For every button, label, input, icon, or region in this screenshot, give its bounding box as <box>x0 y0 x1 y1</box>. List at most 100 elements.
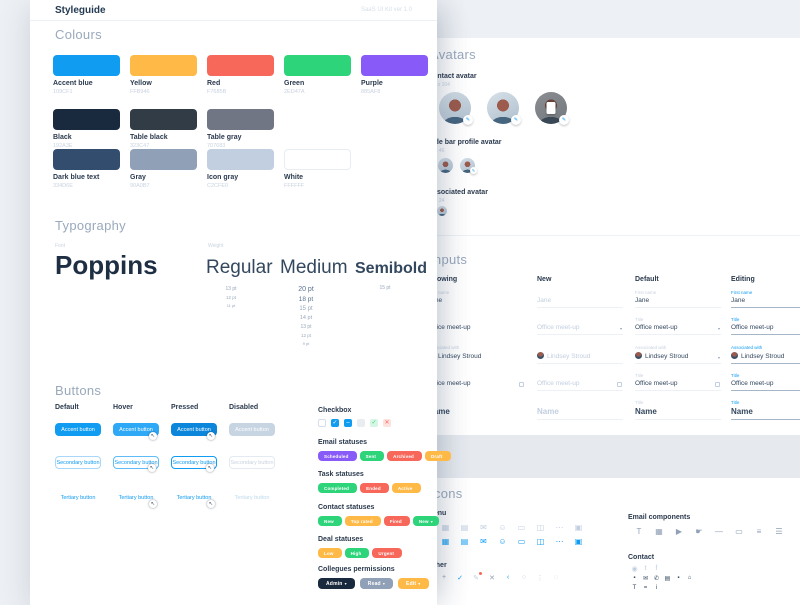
contact-icon[interactable]: ⌂ <box>687 575 692 581</box>
menu-icon[interactable]: ☺ <box>498 537 507 546</box>
menu-icon[interactable]: ◫ <box>536 537 545 546</box>
status-badge[interactable]: Archived <box>387 451 422 461</box>
other-icon[interactable]: + <box>441 574 447 581</box>
menu-icon[interactable]: ▤ <box>460 537 469 546</box>
email-component-icon[interactable]: — <box>715 527 723 536</box>
menu-icon[interactable]: ▦ <box>441 523 450 532</box>
status-badge[interactable]: New <box>318 516 342 526</box>
social-icon[interactable]: ◉ <box>631 566 638 573</box>
menu-icon[interactable]: ▭ <box>517 523 526 532</box>
checkbox[interactable] <box>357 419 365 427</box>
edit-avatar-icon[interactable] <box>470 167 477 174</box>
contact-avatar[interactable] <box>487 92 521 125</box>
contact-icon[interactable]: ✉ <box>642 576 649 582</box>
status-badge[interactable]: Draft <box>424 451 451 461</box>
other-icon[interactable]: ◌ <box>553 574 559 581</box>
checkbox[interactable]: – <box>344 419 352 427</box>
email-component-icon[interactable]: ☛ <box>695 527 703 536</box>
chevron-down-icon[interactable] <box>718 326 720 331</box>
contact-icon[interactable]: i <box>655 585 658 591</box>
social-icon[interactable]: f <box>655 565 658 572</box>
status-badge[interactable]: Sent <box>359 451 385 461</box>
contact-icon[interactable]: ✆ <box>653 576 660 582</box>
menu-icon[interactable]: ✉ <box>480 523 487 532</box>
status-badge[interactable]: Low <box>318 548 342 558</box>
accent-button-hover[interactable]: Accent button <box>113 423 159 440</box>
calendar-icon[interactable] <box>519 382 524 387</box>
contact-icon[interactable]: = <box>643 585 648 591</box>
chevron-down-icon[interactable] <box>620 326 622 331</box>
edit-avatar-icon[interactable] <box>559 115 569 125</box>
social-icon[interactable]: t <box>644 565 647 572</box>
email-component-icon[interactable]: ▭ <box>735 527 743 536</box>
status-badge[interactable]: Top rated <box>344 516 381 526</box>
contact-avatar[interactable] <box>439 92 473 125</box>
other-icon[interactable]: ✎ <box>468 572 484 582</box>
other-icon[interactable]: ○ <box>521 574 527 581</box>
other-icon[interactable]: ‹ <box>506 574 510 581</box>
secondary-button-hover[interactable]: Secondary button <box>113 456 159 472</box>
permission-badge[interactable]: Read ▾ <box>359 578 394 589</box>
accent-button-pressed[interactable]: Accent button <box>171 423 217 440</box>
other-icon[interactable]: ✓ <box>457 575 463 582</box>
other-icon[interactable]: ⋮ <box>536 575 544 582</box>
status-badge[interactable]: High <box>344 548 370 558</box>
tertiary-button-pressed[interactable]: Tertiary button <box>171 491 217 508</box>
email-component-icon[interactable]: ▦ <box>655 527 663 536</box>
menu-icon[interactable]: ▤ <box>460 523 469 532</box>
calendar-icon[interactable] <box>617 382 622 387</box>
associated-avatar[interactable] <box>437 206 447 216</box>
email-component-icon[interactable]: ▶ <box>675 527 683 536</box>
menu-icon[interactable]: ⋯ <box>555 537 564 546</box>
status-badge[interactable]: Scheduled <box>318 451 357 461</box>
checkbox[interactable]: ✓ <box>331 419 339 427</box>
accent-button-default[interactable]: Accent button <box>55 423 101 436</box>
status-badge[interactable]: Ended <box>360 483 389 493</box>
menu-icon[interactable]: ▣ <box>574 537 583 546</box>
status-badge[interactable]: New ▾ <box>412 516 439 526</box>
chevron-down-icon[interactable] <box>718 355 720 360</box>
contact-icon[interactable]: ▤ <box>664 576 671 582</box>
email-component-icon[interactable]: ≡ <box>756 527 762 536</box>
menu-icon[interactable]: ✉ <box>480 537 487 546</box>
status-badge[interactable]: Fired <box>383 516 410 526</box>
tertiary-button-hover[interactable]: Tertiary button <box>113 491 159 508</box>
sidebar-avatar[interactable] <box>438 158 453 173</box>
checkbox[interactable] <box>318 419 326 427</box>
status-badge[interactable]: Active <box>391 483 421 493</box>
menu-icon[interactable]: ▣ <box>574 523 583 532</box>
contact-icon[interactable]: T <box>632 585 637 591</box>
other-icon[interactable]: ✕ <box>489 575 495 582</box>
menu-icon[interactable]: ▦ <box>441 537 450 546</box>
menu-icon[interactable]: ⋯ <box>555 523 564 532</box>
menu-icon[interactable]: ☺ <box>498 523 507 532</box>
checkbox[interactable]: ✕ <box>383 419 391 427</box>
calendar-icon[interactable] <box>715 382 720 387</box>
contact-avatar-upload[interactable] <box>535 92 569 125</box>
sidebar-avatar[interactable] <box>460 158 477 174</box>
status-badge[interactable]: Completed <box>318 483 358 493</box>
email-component-icon[interactable]: ☰ <box>775 527 783 536</box>
contact-icon[interactable]: ▪ <box>677 575 680 581</box>
permission-badge[interactable]: Admin ▾ <box>318 578 355 589</box>
secondary-button-default[interactable]: Secondary button <box>55 456 101 469</box>
permission-badge[interactable]: Edit ▾ <box>398 578 429 589</box>
